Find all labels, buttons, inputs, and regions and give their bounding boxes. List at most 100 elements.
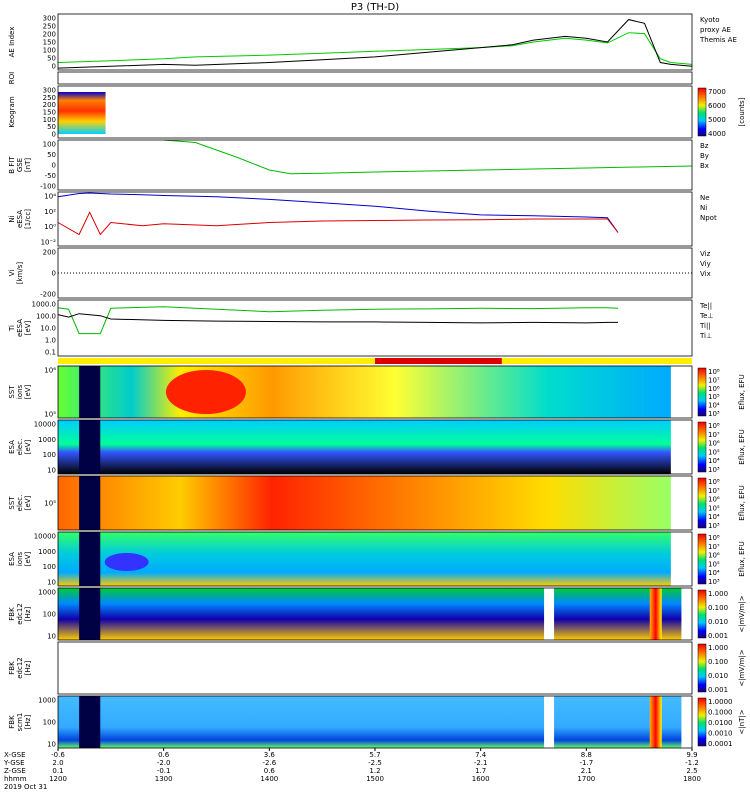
colorbar-gradient: [697, 477, 707, 529]
panel-tick-label: 10⁴: [44, 193, 56, 201]
ephemeris-value: 1300: [155, 775, 173, 783]
colorbar-tick-label: 10⁷: [708, 487, 720, 495]
colorbar-tick-label: 0.010: [708, 672, 728, 680]
colorbar-tick-label: 0.1000: [708, 709, 733, 717]
panel-esa_e-labels: ESA elec. [eV] 10000 1000 100 10: [8, 421, 56, 475]
panel-tick-label: 150: [43, 39, 56, 47]
panel-frame: [57, 365, 693, 419]
colorbar-tick-label: 0.100: [708, 658, 728, 666]
ephemeris-value: 7.4: [475, 751, 487, 759]
ephemeris-value: 0.6: [264, 767, 276, 775]
ephemeris-row-label: hhmm: [4, 775, 27, 783]
ephemeris-value: -0.1: [157, 767, 171, 775]
panel-frame: [57, 71, 693, 85]
panel-ylabel: scm1: [16, 713, 24, 732]
legend-entry: Bx: [700, 162, 709, 170]
panel-ylabel: edc12: [16, 657, 24, 679]
legend-entry: Ti||: [699, 322, 711, 330]
legend-entry: Ti⊥: [699, 332, 712, 340]
ephemeris-value: 8.8: [581, 751, 592, 759]
panel-ylabel: ions: [16, 384, 24, 399]
panel-ylabel: GSE: [16, 158, 24, 172]
panel-ylabel: [eV]: [24, 384, 32, 399]
panel-tick-label: 100: [43, 611, 56, 619]
panel-ylabel: eESA: [16, 319, 24, 337]
legend-entry: Themis AE: [699, 36, 737, 44]
panel-ylabel: ROI: [8, 72, 16, 84]
panel-tick-label: -200: [40, 291, 56, 299]
panel-tick-label: 10⁵: [44, 500, 56, 508]
ephemeris-value: 1.7: [475, 767, 486, 775]
colorbar-tick-label: 10⁴: [708, 457, 720, 465]
colorbar-tick-label: 10⁶: [708, 440, 720, 448]
colorbar-tick-label: 0.0010: [708, 730, 733, 738]
panel-ylabel: Ni: [8, 215, 16, 222]
sst_i-dropout: [79, 366, 101, 418]
panel-ylabel: ions: [16, 551, 24, 566]
panel-ylabel: [Hz]: [24, 661, 32, 676]
ephemeris-row-label: 2019 Oct 31: [4, 783, 47, 791]
colorbar-tick-label: 10⁷: [708, 543, 720, 551]
panel-tick-label: 10: [47, 467, 56, 475]
panel-ylabel: FBK: [8, 715, 16, 729]
panel-sst_i-labels: SST ions [eV] 10⁶ 10⁵: [8, 367, 56, 419]
panel-ylabel: [eV]: [24, 439, 32, 454]
panel-tick-label: 200: [43, 31, 56, 39]
mode-bar-burst: [375, 358, 502, 364]
ephemeris-value: 5.7: [369, 751, 380, 759]
ephemeris-value: 3.6: [264, 751, 276, 759]
panel-frame: [57, 13, 693, 71]
panel-ylabel: ESA: [8, 552, 16, 566]
panel-frame: [57, 139, 693, 191]
colorbar-tick-label: 10⁴: [708, 569, 720, 577]
colorbar-label: Eflux, EFU: [738, 374, 746, 409]
panel-tick-label: 10000: [34, 533, 56, 541]
colorbar-tick-label: 10⁵: [708, 393, 720, 401]
panel-ylabel: Vi: [8, 270, 16, 277]
ephemeris-value: 0.1: [52, 767, 63, 775]
ephemeris-value: -0.6: [51, 751, 65, 759]
colorbar-tick-label: 10⁵: [708, 560, 720, 568]
data-curves: [57, 19, 693, 335]
ephemeris-value: 9.9: [686, 751, 697, 759]
bfit-line-bz: [163, 139, 693, 175]
fbk-b-image: [58, 696, 682, 748]
panel-ylabel: AE Index: [8, 27, 16, 58]
colorbar-tick-label: 0.0001: [708, 740, 733, 748]
panel-fbk_e2-labels: FBK edc12 [Hz]: [8, 657, 32, 679]
colorbar-tick-label: 10³: [708, 522, 720, 530]
colorbar-tick-label: 10³: [708, 578, 720, 586]
keogram-image: [58, 92, 106, 134]
panel-tick-label: 300: [43, 15, 56, 23]
panel-ylabel: [eV]: [24, 495, 32, 510]
panel-esa_i-labels: ESA ions [eV] 10000 1000 100 10: [8, 533, 56, 587]
colorbar-label: Eflux, EFU: [738, 541, 746, 576]
colorbar-tick-label: 7000: [708, 88, 726, 96]
colorbar-tick-label: 0.010: [708, 618, 728, 626]
panel-tick-label: 250: [43, 23, 56, 31]
legend-entry: Kyoto: [700, 16, 720, 24]
panel-tick-label: 10²: [44, 208, 56, 216]
panel-tick-label: 100: [43, 719, 56, 727]
colorbar-tick-label: 0.001: [708, 632, 728, 640]
legend-entry: proxy AE: [700, 26, 731, 34]
colorbar-tick-label: 10⁸: [708, 478, 720, 486]
panel-ylabel: elec.: [16, 495, 24, 512]
panel-tick-label: 0.1: [45, 349, 56, 357]
panel-frame: [57, 475, 693, 531]
spectrogram-art: [58, 92, 692, 748]
colorbar-fbk_e1: 1.000 0.100 0.010 0.001 <|mV/m|>: [697, 589, 746, 640]
panel-tick-label: 50: [47, 123, 56, 131]
panel-tick-label: 10: [47, 741, 56, 749]
panel-ylabel: FBK: [8, 661, 16, 675]
legend-entry: Viz: [700, 250, 711, 258]
t-line-te-: [57, 313, 618, 324]
colorbar-fbk_e2: 1.000 0.100 0.010 0.001 <|mV/m|>: [697, 643, 746, 694]
panel-tick-label: 50: [47, 55, 56, 63]
ephemeris-value: -2.6: [262, 759, 276, 767]
panel-tick-label: 100: [43, 47, 56, 55]
panel-ylabel: elec.: [16, 439, 24, 456]
